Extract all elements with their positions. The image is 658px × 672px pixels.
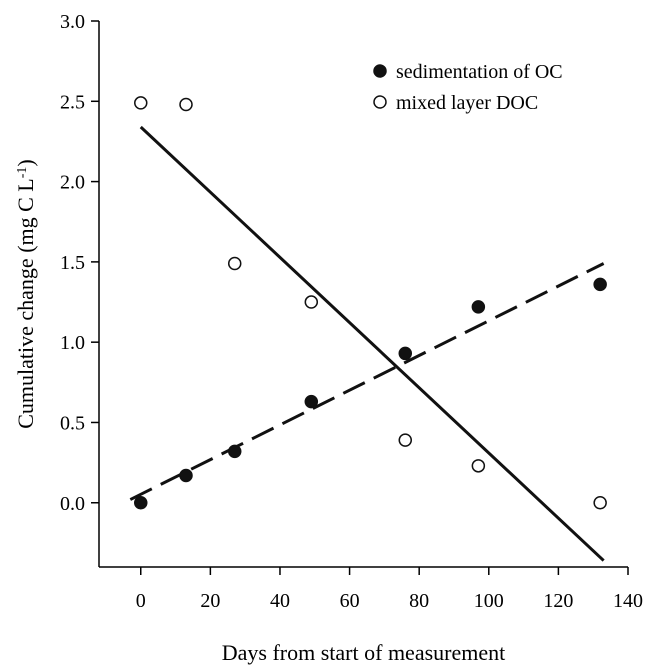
x-tick-label: 40: [270, 590, 290, 612]
legend-label: mixed layer DOC: [396, 92, 538, 114]
y-axis-label: Cumulative change (mg C L-1): [13, 159, 38, 429]
legend-marker: [373, 95, 387, 109]
fit-line-dashed: [129, 262, 605, 501]
y-tick-label: 0.0: [60, 493, 85, 515]
data-point-sedimentation: [471, 300, 486, 314]
data-point-mixed-layer: [134, 96, 148, 110]
data-points: [134, 96, 607, 510]
data-point-mixed-layer: [593, 496, 607, 510]
y-tick-label: 2.0: [60, 172, 85, 194]
data-point-sedimentation: [134, 496, 148, 510]
data-point-sedimentation: [593, 277, 607, 292]
y-tick-label: 0.5: [60, 412, 85, 434]
data-point-mixed-layer: [304, 295, 319, 309]
x-tick-label: 80: [409, 590, 429, 612]
legend-label: sedimentation of OC: [396, 61, 563, 83]
x-tick-label: 0: [136, 590, 146, 612]
x-tick-label: 100: [474, 590, 504, 612]
data-point-mixed-layer: [227, 256, 242, 271]
y-tick-label: 3.0: [60, 11, 85, 33]
x-axis-label: Days from start of measurement: [222, 640, 505, 665]
data-point-mixed-layer: [471, 459, 486, 473]
y-axis-label-main: Cumulative change (mg C L: [13, 178, 38, 429]
axes: 0 20 40 60 80 100 120 140 0.0 0.5 1.0 1.5 2.0 2.5 3.0: [60, 11, 643, 612]
data-point-mixed-layer: [179, 97, 193, 112]
data-point-mixed-layer: [398, 433, 413, 447]
data-point-sedimentation: [398, 346, 413, 361]
y-axis-label-suffix: ): [13, 159, 38, 166]
data-point-sedimentation: [304, 394, 319, 409]
x-tick-label: 120: [543, 590, 573, 612]
x-tick-label: 20: [200, 590, 220, 612]
fit-line-solid: [139, 125, 605, 562]
data-point-sedimentation: [179, 468, 193, 483]
fit-lines: [129, 125, 605, 562]
data-point-sedimentation: [227, 444, 242, 459]
y-axis-label-sup: -1: [15, 167, 30, 179]
legend: sedimentation of OC mixed layer DOC: [373, 61, 563, 114]
y-tick-label: 1.5: [60, 252, 85, 274]
x-tick-label: 140: [613, 590, 643, 612]
y-tick-label: 2.5: [60, 91, 85, 113]
x-tick-label: 60: [340, 590, 360, 612]
legend-marker: [373, 64, 387, 78]
y-tick-label: 1.0: [60, 332, 85, 354]
